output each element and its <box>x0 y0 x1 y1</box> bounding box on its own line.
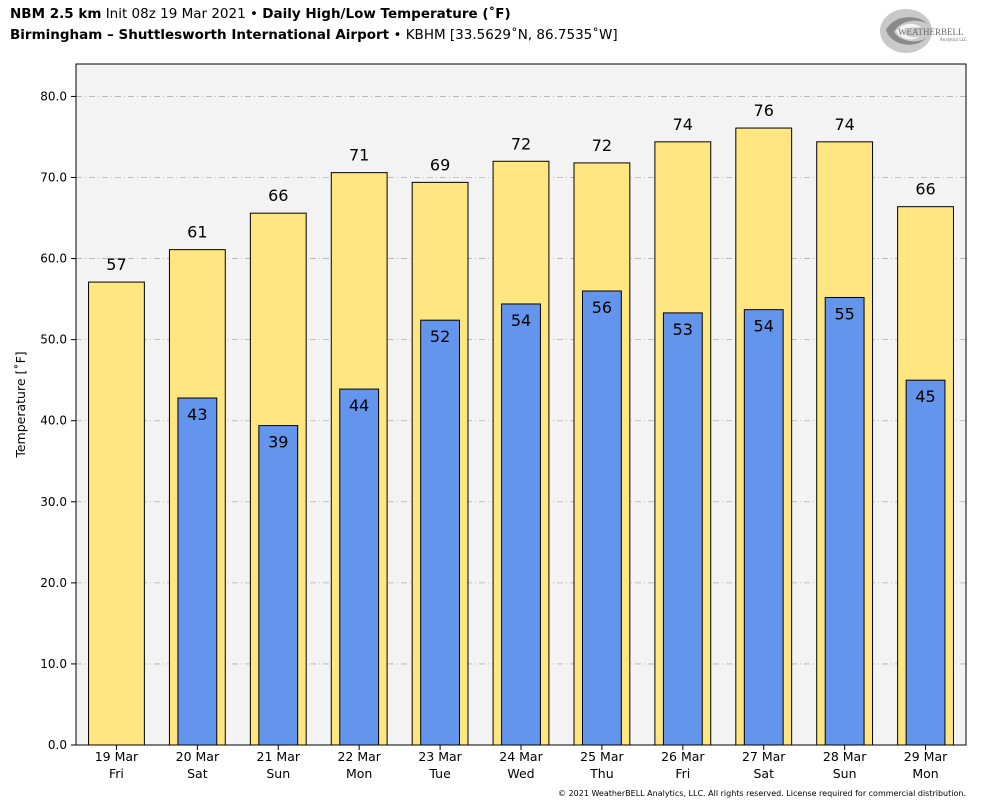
station-name: Birmingham – Shuttlesworth International… <box>10 27 390 43</box>
low-value-label: 55 <box>834 304 854 323</box>
init-time: Init 08z 19 Mar 2021 <box>105 6 246 22</box>
low-value-label: 53 <box>673 320 693 339</box>
x-tick-day: Fri <box>109 766 124 781</box>
copyright-notice: © 2021 WeatherBELL Analytics, LLC. All r… <box>558 789 966 798</box>
high-value-label: 57 <box>106 255 126 274</box>
y-tick-label: 80.0 <box>40 89 67 103</box>
y-axis: 0.0 10.0 20.0 30.0 40.0 50.0 60.0 70.0 80.0 <box>40 89 76 752</box>
x-tick-date: 21 Mar <box>257 749 301 764</box>
x-tick-day: Mon <box>346 766 372 781</box>
low-value-label: 52 <box>430 327 450 346</box>
y-tick-label: 40.0 <box>40 414 67 428</box>
low-bar <box>420 319 461 746</box>
x-tick-day: Thu <box>589 766 613 781</box>
x-tick-date: 29 Mar <box>904 749 948 764</box>
high-value-label: 74 <box>673 115 693 134</box>
y-axis-label: Temperature [˚F] <box>13 351 28 458</box>
high-value-label: 66 <box>268 186 288 205</box>
x-axis: 19 Mar Fri 20 Mar Sat 21 Mar Sun 22 Mar Mon 23 M… <box>95 745 948 781</box>
high-value-label: 74 <box>834 115 854 134</box>
high-value-label: 71 <box>349 146 369 165</box>
low-bar <box>339 388 380 746</box>
y-tick-label: 50.0 <box>40 333 67 347</box>
station-separator: • <box>393 27 402 43</box>
y-tick-label: 0.0 <box>48 738 67 752</box>
high-value-label: 69 <box>430 155 450 174</box>
low-bar <box>177 397 218 746</box>
low-bar <box>905 379 946 746</box>
x-tick-date: 26 Mar <box>661 749 705 764</box>
low-value-label: 44 <box>349 396 369 415</box>
y-tick-label: 20.0 <box>40 576 67 590</box>
x-tick-day: Fri <box>675 766 690 781</box>
low-bar <box>501 303 541 746</box>
high-value-label: 66 <box>915 180 935 199</box>
x-tick-day: Tue <box>428 766 451 781</box>
low-bar <box>581 290 622 746</box>
x-tick-day: Sat <box>753 766 774 781</box>
weatherbell-logo: WEATHERBELL Analytics LLC <box>880 9 967 53</box>
x-tick-day: Wed <box>507 766 534 781</box>
low-value-label: 45 <box>915 387 935 406</box>
low-value-label: 39 <box>268 433 288 452</box>
x-tick-date: 22 Mar <box>337 749 381 764</box>
low-value-label: 56 <box>592 298 612 317</box>
x-tick-date: 27 Mar <box>742 749 786 764</box>
x-tick-day: Mon <box>912 766 938 781</box>
x-tick-day: Sun <box>833 766 857 781</box>
x-tick-day: Sat <box>187 766 208 781</box>
y-tick-label: 10.0 <box>40 657 67 671</box>
station-id: KBHM [33.5629˚N, 86.7535˚W] <box>405 27 618 43</box>
low-value-label: 43 <box>187 405 207 424</box>
x-tick-date: 20 Mar <box>176 749 220 764</box>
y-tick-label: 70.0 <box>40 171 67 185</box>
low-bar <box>662 312 703 746</box>
y-tick-label: 60.0 <box>40 252 67 266</box>
low-bar <box>824 296 865 746</box>
low-bar <box>743 309 784 746</box>
station-line: Birmingham – Shuttlesworth International… <box>10 27 618 43</box>
x-tick-date: 24 Mar <box>499 749 543 764</box>
chart-title-line: NBM 2.5 km Init 08z 19 Mar 2021 • Daily … <box>10 6 511 22</box>
x-tick-date: 25 Mar <box>580 749 624 764</box>
high-bar <box>88 281 145 746</box>
low-temperature-bars <box>177 290 946 746</box>
title-separator: • <box>250 6 258 22</box>
low-value-label: 54 <box>511 311 531 330</box>
low-value-label: 54 <box>754 317 774 336</box>
high-value-label: 61 <box>187 223 207 242</box>
logo-subtext: Analytics LLC <box>940 37 967 42</box>
high-value-label: 76 <box>754 101 774 120</box>
data-labels: 57 61 43 66 39 71 44 69 52 72 54 72 56 74 53 76 54 74 55 66… <box>106 101 935 452</box>
x-tick-date: 23 Mar <box>418 749 462 764</box>
high-value-label: 72 <box>511 134 531 153</box>
chart-title: Daily High/Low Temperature (˚F) <box>262 6 511 22</box>
x-tick-date: 28 Mar <box>823 749 867 764</box>
x-tick-day: Sun <box>266 766 290 781</box>
y-tick-label: 30.0 <box>40 495 67 509</box>
low-bar <box>258 425 299 746</box>
x-tick-date: 19 Mar <box>95 749 139 764</box>
model-name: NBM 2.5 km <box>10 6 102 22</box>
logo-text: WEATHERBELL <box>898 27 964 37</box>
high-value-label: 72 <box>592 136 612 155</box>
